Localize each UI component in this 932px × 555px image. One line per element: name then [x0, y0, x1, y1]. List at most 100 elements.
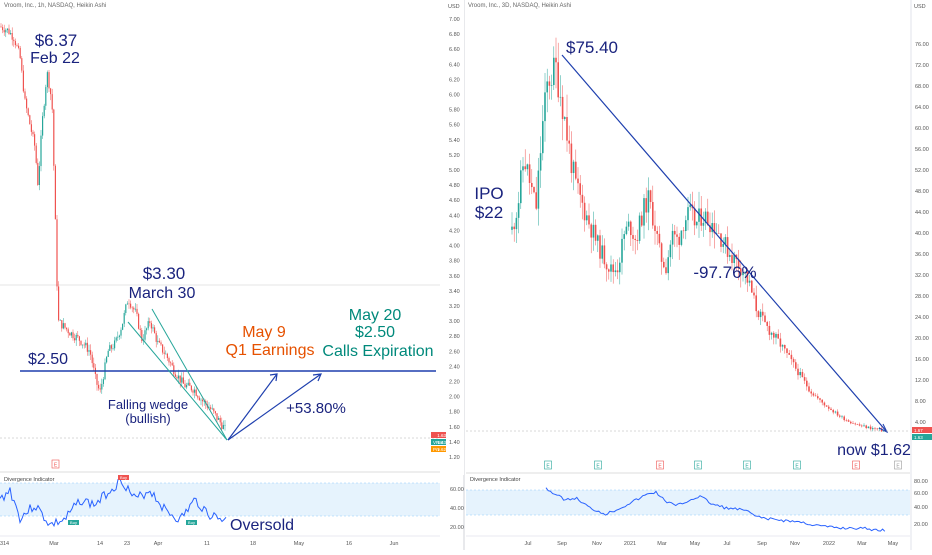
- right-candle: [737, 258, 740, 269]
- right-candle: [678, 236, 680, 245]
- right-price-tick: 52.00: [915, 168, 929, 174]
- left-x-tick: 11: [204, 541, 210, 547]
- left-candle: [74, 338, 76, 341]
- drop-pct-label: -97.76%: [693, 263, 756, 282]
- left-price-tick: 5.40: [449, 138, 460, 144]
- target-arrow-1: [227, 373, 278, 441]
- left-candle: [77, 334, 79, 337]
- left-candle: [176, 376, 178, 379]
- right-candle: [861, 425, 863, 427]
- right-earnings-mark-text: E: [658, 464, 662, 470]
- left-price-tick: 3.80: [449, 259, 460, 265]
- right-candle: [568, 140, 570, 144]
- left-price-tick: 6.40: [449, 62, 460, 68]
- left-ind-tick-20: 20.00: [450, 525, 464, 531]
- left-candle: [181, 377, 183, 383]
- left-price-tick: 7.00: [449, 17, 460, 23]
- left-buy-mark-2-text: Buy: [70, 520, 77, 525]
- left-candle: [187, 382, 189, 386]
- left-candle: [11, 33, 13, 40]
- right-price-tick: 68.00: [915, 84, 929, 90]
- right-candle: [845, 420, 848, 421]
- right-candle: [872, 428, 874, 430]
- right-candle: [753, 292, 755, 296]
- right-candle: [669, 244, 672, 258]
- right-candle: [610, 264, 612, 272]
- left-candle: [88, 350, 90, 352]
- expiry-price-label: $2.50: [355, 324, 395, 341]
- left-price-tick: 5.00: [449, 168, 460, 174]
- right-price-unit: USD: [914, 4, 926, 10]
- left-candle: [66, 327, 68, 330]
- left-candle: [222, 425, 224, 430]
- right-candle: [856, 424, 859, 425]
- left-x-tick: 23: [124, 541, 130, 547]
- right-candle: [740, 268, 742, 276]
- right-earnings-mark-text: E: [696, 464, 700, 470]
- left-candle: [166, 353, 168, 359]
- right-candle: [614, 270, 617, 273]
- left-candle: [70, 332, 72, 336]
- right-x-tick: Jul: [524, 541, 531, 547]
- left-candle: [102, 379, 104, 384]
- left-price-tick: 6.20: [449, 77, 460, 83]
- left-buy-mark-3: [186, 520, 197, 525]
- left-candle: [195, 389, 197, 396]
- right-candle: [689, 204, 691, 208]
- right-candle: [649, 190, 652, 203]
- right-candle: [616, 270, 619, 273]
- right-candle: [632, 235, 634, 239]
- left-price-tick: 6.60: [449, 47, 460, 53]
- right-candle: [865, 425, 867, 429]
- right-candle: [858, 424, 861, 426]
- left-price-tick: 1.20: [449, 455, 460, 461]
- right-candle: [564, 117, 566, 120]
- left-x-tick: 18: [250, 541, 256, 547]
- right-candle: [786, 348, 788, 353]
- right-candle: [625, 226, 628, 235]
- right-earnings-mark-text: E: [854, 464, 858, 470]
- right-candle: [810, 391, 812, 394]
- right-candle: [680, 230, 683, 245]
- left-candle: [46, 72, 48, 88]
- right-candle: [546, 81, 548, 93]
- left-candle: [168, 358, 170, 363]
- left-candle: [110, 345, 112, 349]
- right-candle: [682, 230, 685, 232]
- left-candle: [85, 342, 87, 346]
- right-x-tick: Sep: [757, 541, 767, 547]
- left-candle: [72, 332, 74, 339]
- right-candle: [557, 62, 559, 98]
- left-price-tick: 4.20: [449, 228, 460, 234]
- right-candle: [548, 81, 551, 86]
- right-earnings-mark-text: E: [795, 464, 799, 470]
- left-candle: [78, 336, 80, 341]
- right-candle: [619, 262, 621, 273]
- right-candle: [559, 96, 562, 98]
- right-candle: [658, 233, 661, 244]
- left-x-tick: Mar: [49, 541, 59, 547]
- right-candle: [641, 215, 643, 226]
- left-x-tick: 14: [3, 541, 9, 547]
- right-candle: [817, 396, 819, 399]
- left-candle: [158, 340, 160, 343]
- right-candle: [841, 416, 843, 418]
- left-candle: [202, 399, 204, 402]
- left-price-tick: 6.00: [449, 93, 460, 99]
- right-candle: [781, 344, 784, 347]
- left-ind-tick-40: 40.00: [450, 506, 464, 512]
- left-x-tick: Jun: [390, 541, 399, 547]
- right-candle: [570, 143, 573, 174]
- right-candle: [777, 333, 779, 339]
- right-candle: [839, 415, 841, 417]
- earnings-date-label: May 9: [242, 324, 286, 341]
- right-candle: [612, 264, 614, 273]
- left-x-tick: 14: [97, 541, 103, 547]
- left-candle: [5, 30, 7, 33]
- wedge-upper-line: [151, 308, 228, 441]
- right-candle: [724, 237, 727, 244]
- expiry-text-label: Calls Expiration: [322, 343, 433, 360]
- left-candle: [30, 124, 32, 132]
